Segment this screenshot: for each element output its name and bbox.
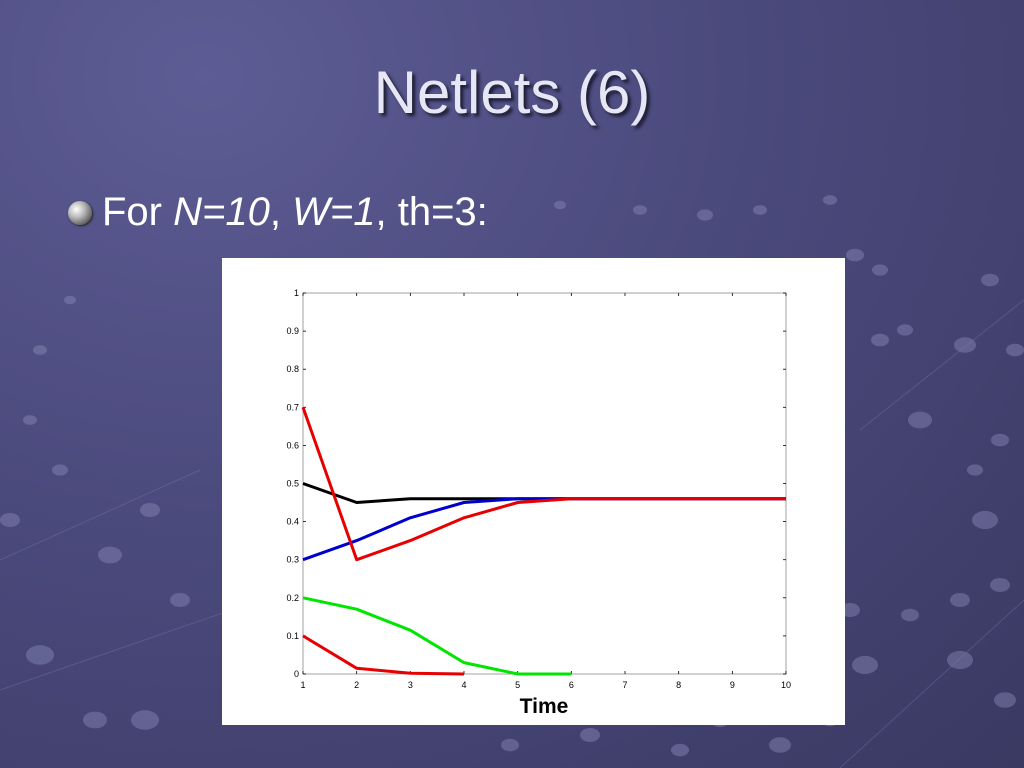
background-dot xyxy=(170,593,190,607)
background-dot xyxy=(954,337,976,353)
line-chart: 1 2 3 4 5 6 7 8 9 10 0 0.1 0.2 0.3 0.4 0.5 0.6 0.7 0.8 0.9 1… xyxy=(286,288,791,718)
sphere-bullet-icon xyxy=(68,200,92,225)
background-dot xyxy=(901,608,919,622)
background-dot xyxy=(897,324,913,336)
background-dot xyxy=(994,692,1016,708)
y-tick-label: 0.4 xyxy=(286,517,299,527)
background-dot xyxy=(697,209,713,221)
background-dot xyxy=(671,743,689,757)
background-dot xyxy=(501,738,519,752)
y-tick-label: 0.5 xyxy=(286,479,299,489)
bullet-item: For N=10, W=1, th=3: xyxy=(68,190,488,235)
slide-title: Netlets (6) xyxy=(373,59,651,126)
background-dot xyxy=(950,593,970,607)
background-dot xyxy=(83,711,107,729)
background-line xyxy=(859,299,1024,431)
y-tick-label: 0.7 xyxy=(286,402,299,412)
bullet-text: For N=10, W=1, th=3: xyxy=(102,190,488,235)
param-th: th=3: xyxy=(397,190,488,234)
background-dot xyxy=(872,264,888,276)
series-line-2 xyxy=(302,497,786,562)
background-dot xyxy=(823,195,837,205)
background-dot xyxy=(852,655,878,675)
y-tick-label: 0.1 xyxy=(286,631,299,641)
x-tick-label: 8 xyxy=(676,680,681,690)
bullet-prefix: For xyxy=(102,190,174,234)
background-dot xyxy=(908,411,932,429)
background-dot xyxy=(840,603,860,617)
background-line xyxy=(0,599,261,691)
x-tick-label: 4 xyxy=(461,680,466,690)
background-dot xyxy=(633,205,647,215)
background-dot xyxy=(871,333,889,347)
background-dot xyxy=(52,464,68,476)
background-dot xyxy=(33,345,47,355)
background-dot xyxy=(967,464,983,476)
background-dot xyxy=(98,546,122,564)
param-n: N=10 xyxy=(173,190,270,234)
x-axis-label: Time xyxy=(520,695,569,718)
y-tick-label: 1 xyxy=(294,288,299,298)
background-dot xyxy=(846,248,864,262)
background-dot xyxy=(972,510,998,530)
x-tick-label: 7 xyxy=(622,680,627,690)
separator: , xyxy=(375,190,398,234)
background-line xyxy=(839,599,1024,768)
background-dot xyxy=(131,710,159,730)
background-dot xyxy=(981,273,999,287)
background-dot xyxy=(580,728,600,742)
background-dot xyxy=(140,503,160,517)
background-dot xyxy=(991,433,1009,447)
y-tick-label: 0.9 xyxy=(286,326,299,336)
x-tick-label: 5 xyxy=(515,680,520,690)
y-tick-label: 0 xyxy=(294,669,299,679)
y-tick-label: 0.6 xyxy=(286,440,299,450)
background-dot xyxy=(554,200,566,210)
background-dot xyxy=(947,650,973,670)
background-dot xyxy=(990,578,1010,592)
x-tick-label: 1 xyxy=(300,680,305,690)
separator: , xyxy=(269,190,293,234)
y-tick-label: 0.3 xyxy=(286,555,299,565)
background-dot xyxy=(64,295,76,305)
background-line xyxy=(0,469,201,561)
series-line-3 xyxy=(301,406,786,562)
param-w: W=1 xyxy=(292,190,376,234)
background-dot xyxy=(0,513,20,527)
x-tick-label: 10 xyxy=(781,680,791,690)
x-tick-label: 6 xyxy=(569,680,574,690)
background-dot xyxy=(753,205,767,215)
series-line-4 xyxy=(302,596,572,676)
chart-panel: 1 2 3 4 5 6 7 8 9 10 0 0.1 0.2 0.3 0.4 0.5 0.6 0.7 0.8 0.9 1… xyxy=(222,258,845,725)
background-dot xyxy=(769,737,791,753)
background-dot xyxy=(1006,343,1024,357)
background-dot xyxy=(23,415,37,425)
series-line-5 xyxy=(302,634,465,676)
x-tick-label: 9 xyxy=(730,680,735,690)
y-tick-label: 0.2 xyxy=(286,593,299,603)
y-tick-label: 0.8 xyxy=(286,364,299,374)
x-tick-label: 2 xyxy=(354,680,359,690)
background-dot xyxy=(26,645,54,665)
x-tick-label: 3 xyxy=(408,680,413,690)
